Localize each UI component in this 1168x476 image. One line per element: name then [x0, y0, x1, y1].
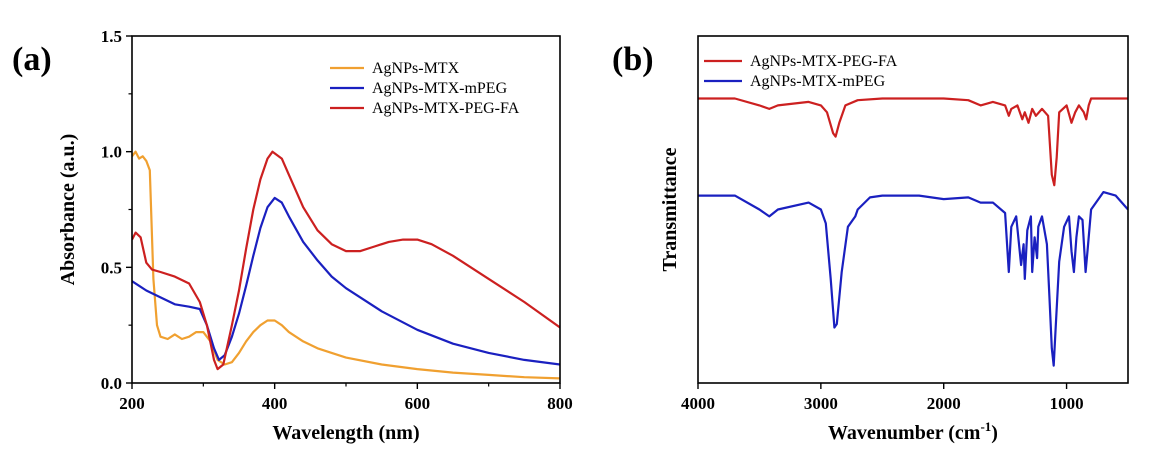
panel-a-label: (a) [12, 41, 52, 78]
panel-b-plot-area [698, 97, 1128, 367]
panel-b-label: (b) [612, 41, 654, 78]
panel-a-legend-label-2: AgNPs-MTX-PEG-FA [372, 100, 520, 117]
panel-a-legend-label-1: AgNPs-MTX-mPEG [372, 80, 508, 97]
panel-a-series-line-0 [132, 150, 560, 380]
panel-a-series-line-1 [132, 196, 560, 366]
panel-a-y-ticks: 0.0 0.5 1.0 1.5 [101, 27, 132, 393]
panel-b-x-axis-label-close: ) [991, 422, 998, 444]
panel-a-x-tick-label-1: 400 [262, 394, 288, 413]
panel-b-x-tick-label-3: 1000 [1050, 394, 1084, 413]
panel-b-y-axis-label: Transmittance [659, 147, 681, 271]
panel-a-legend: AgNPs-MTX AgNPs-MTX-mPEG AgNPs-MTX-PEG-FA [330, 60, 520, 117]
panel-b-x-axis-label-text: Wavenumber (cm [828, 422, 981, 444]
panel-b-legend: AgNPs-MTX-PEG-FA AgNPs-MTX-mPEG [704, 53, 898, 90]
panel-a-y-tick-label-2: 1.0 [101, 143, 122, 162]
panel-b-x-axis-label-superscript: -1 [980, 419, 991, 434]
panel-a-y-tick-label-3: 1.5 [101, 27, 122, 46]
panel-b-legend-label-1: AgNPs-MTX-mPEG [750, 73, 886, 90]
panel-b-x-tick-label-0: 4000 [681, 394, 715, 413]
panel-b-x-tick-label-2: 2000 [927, 394, 961, 413]
panel-b-x-tick-label-1: 3000 [804, 394, 838, 413]
panel-b-axes-frame [697, 35, 1129, 384]
panel-b-x-ticks: 4000 3000 2000 1000 [681, 383, 1084, 413]
panel-a-series-line-2 [132, 150, 560, 371]
panel-a-x-tick-label-2: 600 [405, 394, 431, 413]
panel-a-x-tick-label-3: 800 [547, 394, 573, 413]
panel-a-legend-label-0: AgNPs-MTX [372, 60, 460, 77]
panel-a-y-tick-label-0: 0.0 [101, 374, 122, 393]
panel-b-x-axis-label: Wavenumber (cm-1) [828, 419, 998, 444]
panel-a-y-axis-label: Absorbance (a.u.) [57, 134, 79, 286]
panel-a-x-axis-label: Wavelength (nm) [272, 422, 419, 444]
panel-b-legend-label-0: AgNPs-MTX-PEG-FA [750, 53, 898, 70]
panel-a-x-tick-label-0: 200 [119, 394, 145, 413]
panel-b-series-line-0 [698, 97, 1128, 187]
panel-b: (b) 4000 3000 2000 1000 Wavenumber (cm-1) T… [612, 35, 1129, 444]
panel-b-series-line-1 [698, 191, 1128, 367]
panel-a: (a) 200 400 600 800 0.0 0.5 1.0 1.5 Wavelength… [12, 27, 573, 444]
panel-a-y-tick-label-1: 0.5 [101, 258, 122, 277]
panel-a-plot-area [132, 150, 560, 380]
panel-a-x-ticks: 200 400 600 800 [119, 383, 573, 413]
